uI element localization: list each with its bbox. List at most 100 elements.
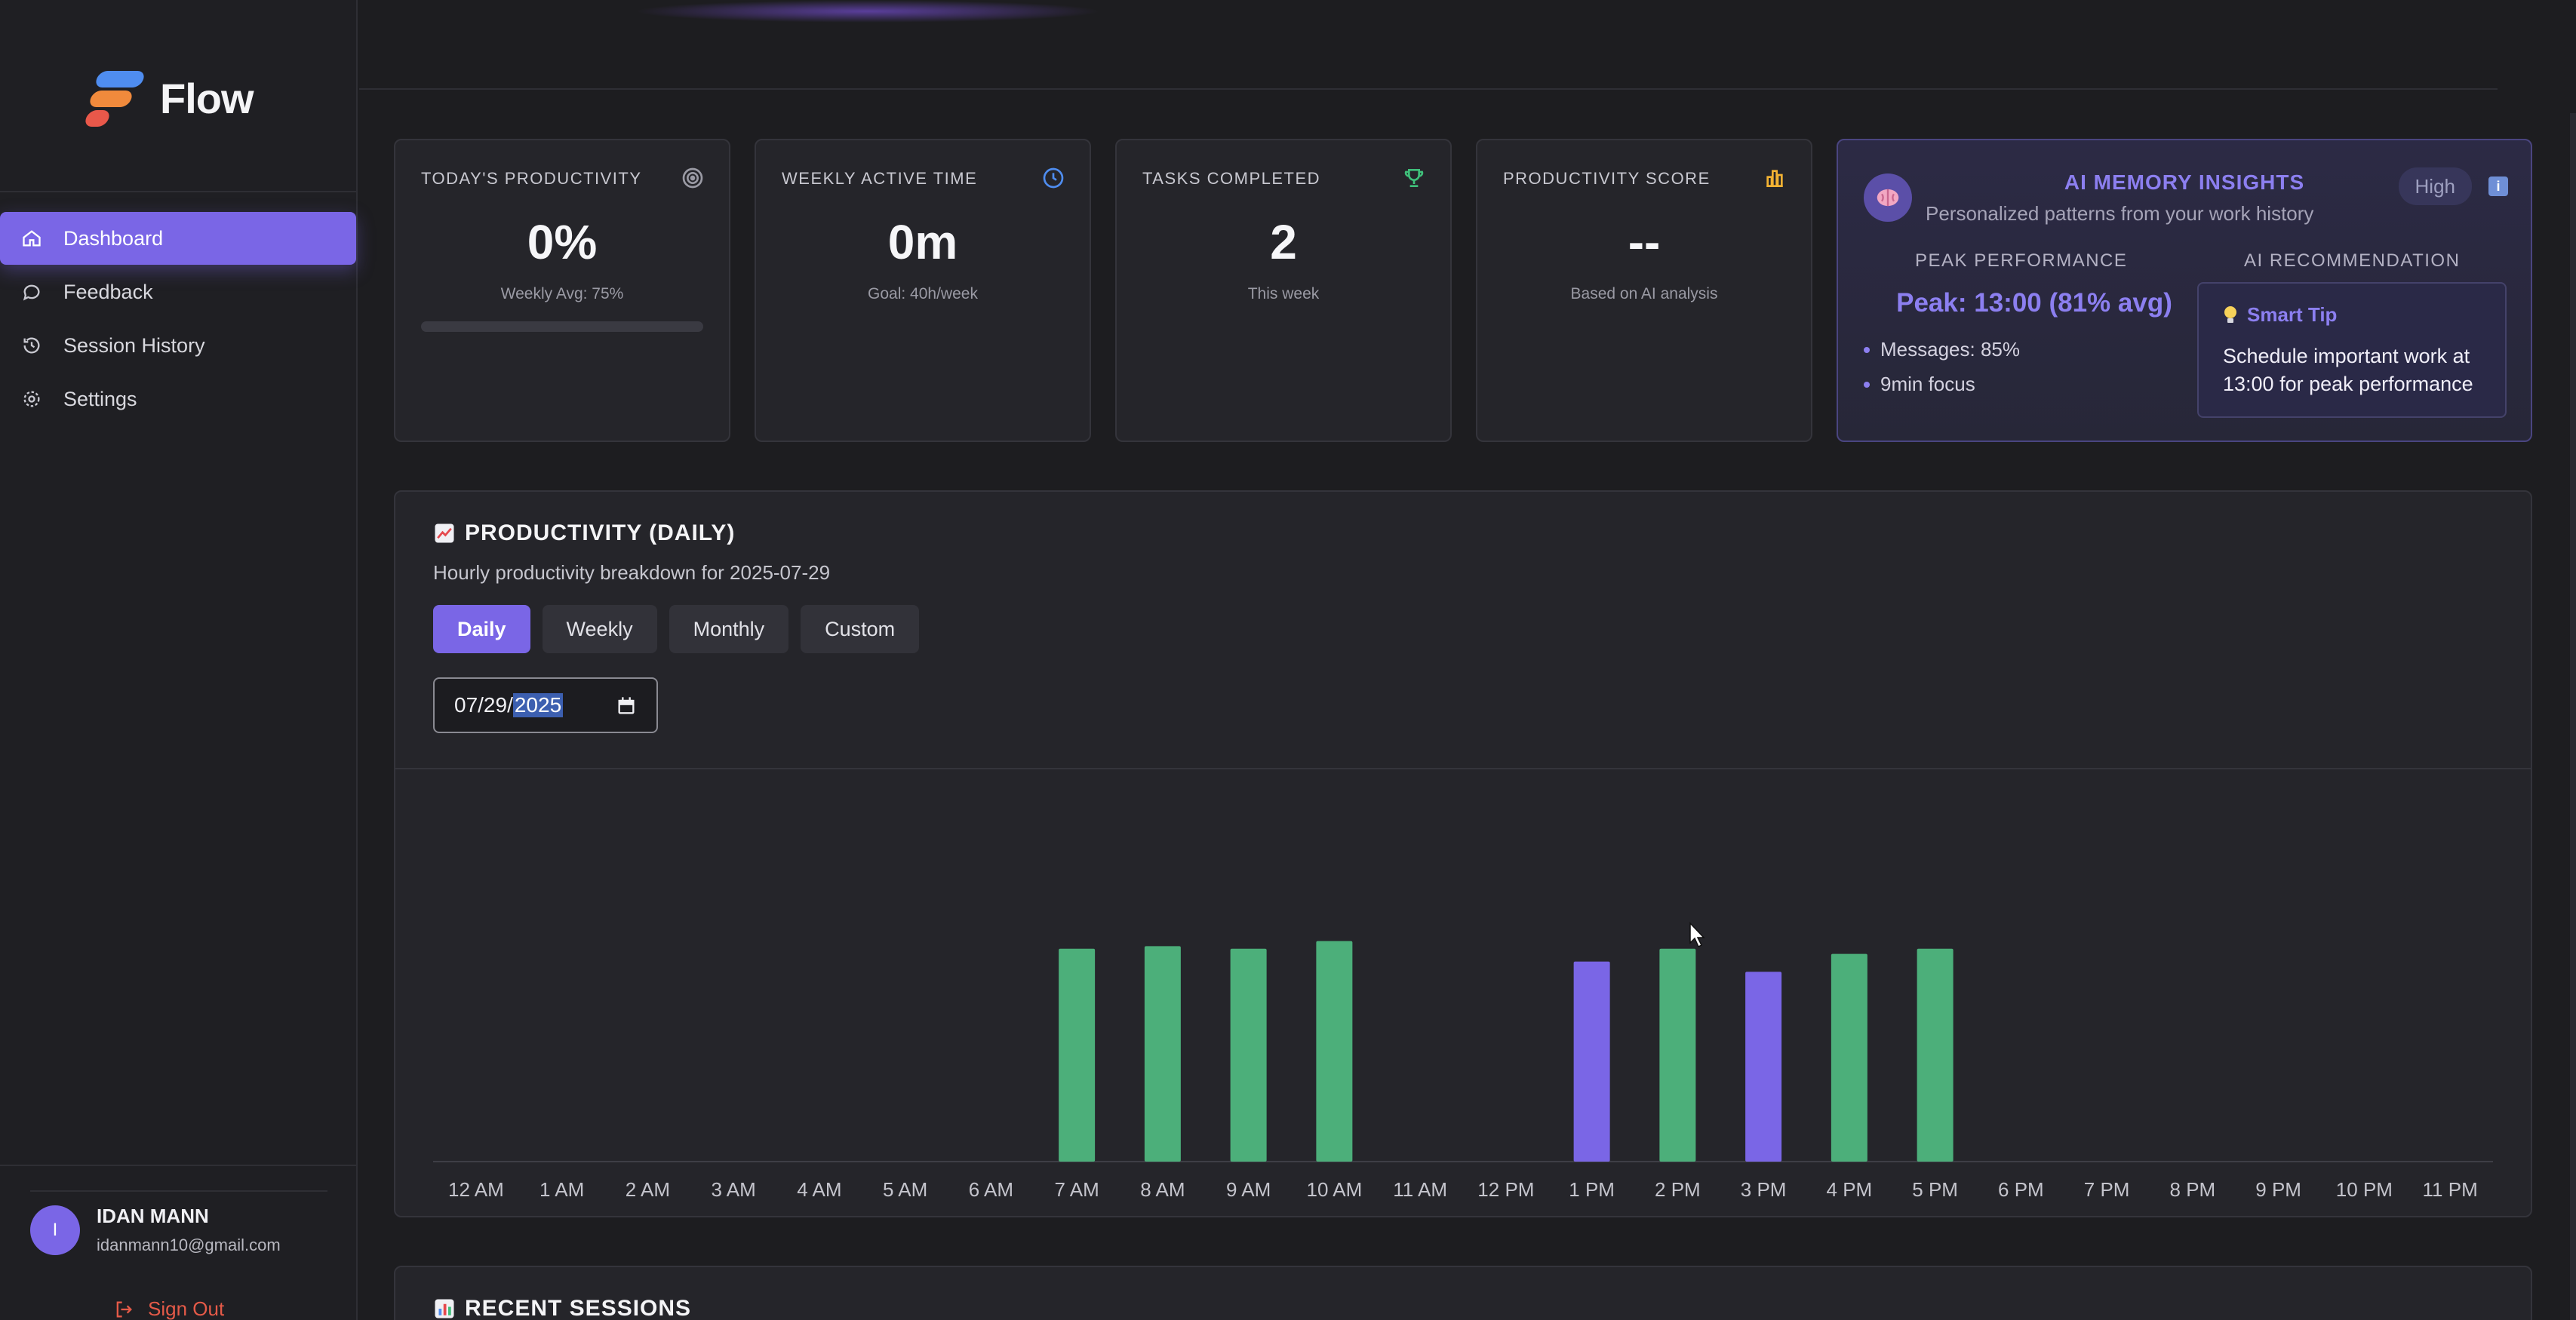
history-icon [23, 337, 40, 354]
trophy-icon [1404, 169, 1424, 187]
info-icon[interactable]: i [2488, 177, 2508, 196]
sidebar-item-dashboard[interactable]: Dashboard [0, 212, 356, 265]
productivity-panel: PRODUCTIVITY (DAILY) Hourly productivity… [394, 490, 2532, 1217]
sidebar-item-settings[interactable]: Settings [0, 373, 356, 425]
lightbulb-icon [2224, 305, 2236, 323]
smart-tip-title: Smart Tip [2221, 303, 2337, 327]
stat-subtext: Weekly Avg: 75% [500, 285, 624, 302]
chart-bar-2-pm[interactable] [1659, 948, 1696, 1162]
tab-daily[interactable]: Daily [433, 605, 530, 653]
user-divider [30, 1190, 327, 1192]
x-tick-label: 2 PM [1655, 1178, 1701, 1201]
x-tick-label: 10 AM [1307, 1178, 1363, 1201]
stat-label: TODAY'S PRODUCTIVITY [421, 169, 642, 188]
x-tick-label: 7 PM [2084, 1178, 2130, 1201]
x-tick-label: 6 PM [1998, 1178, 2044, 1201]
insight-bullet: 9min focus [1864, 373, 1975, 396]
target-icon [682, 167, 703, 189]
stat-value: 2 [1270, 215, 1297, 269]
stat-subtext: Goal: 40h/week [868, 285, 978, 302]
smart-tip-text: Schedule important work at 13:00 for pea… [2223, 345, 2473, 395]
ai-recommendation-heading: AI RECOMMENDATION [2244, 250, 2461, 271]
avatar: I [30, 1205, 80, 1255]
x-tick-label: 4 PM [1827, 1178, 1873, 1201]
insight-bullet: Messages: 85% [1864, 338, 2020, 361]
period-tabs: Daily Weekly Monthly Custom [433, 605, 920, 653]
sidebar: Flow Dashboard Feedback Session History … [0, 0, 358, 1320]
x-tick-label: 3 AM [712, 1178, 756, 1201]
stat-subtext: This week [1247, 285, 1320, 302]
sidebar-item-feedback[interactable]: Feedback [0, 266, 356, 318]
page-scrollbar[interactable] [2570, 113, 2576, 1320]
ai-insights-subtitle: Personalized patterns from your work his… [1926, 202, 2314, 225]
recent-sessions-title: RECENT SESSIONS [433, 1296, 691, 1320]
chart-bar-8-am[interactable] [1144, 946, 1181, 1162]
x-tick-label: 8 PM [2170, 1178, 2216, 1201]
tab-custom[interactable]: Custom [801, 605, 920, 653]
stat-subtext: Based on AI analysis [1570, 285, 1718, 302]
flow-logo-icon [83, 68, 148, 128]
sign-out-button[interactable]: Sign Out [113, 1297, 224, 1320]
date-input[interactable]: 07/29/2025 [433, 677, 658, 733]
productivity-subtitle: Hourly productivity breakdown for 2025-0… [433, 561, 831, 584]
x-tick-label: 4 AM [797, 1178, 841, 1201]
confidence-badge: High [2398, 167, 2472, 205]
x-tick-label: 6 AM [969, 1178, 1013, 1201]
x-tick-label: 5 PM [1912, 1178, 1958, 1201]
x-tick-label: 9 PM [2255, 1178, 2301, 1201]
productivity-progress-bar [421, 321, 703, 332]
peak-performance-value: Peak: 13:00 (81% avg) [1896, 288, 2172, 318]
stat-label: WEEKLY ACTIVE TIME [782, 169, 978, 188]
tab-weekly[interactable]: Weekly [542, 605, 657, 653]
user-profile[interactable]: I IDAN MANN idanmann10@gmail.com [30, 1205, 281, 1255]
stat-card-tasks-completed: TASKS COMPLETED 2 This week [1115, 139, 1452, 442]
header-divider [359, 88, 2498, 90]
peak-performance-heading: PEAK PERFORMANCE [1915, 250, 2128, 271]
chart-bar-9-am[interactable] [1230, 948, 1267, 1162]
recent-sessions-panel: RECENT SESSIONS [394, 1266, 2532, 1320]
header-glow [634, 0, 1102, 23]
smart-tip-box: Smart Tip Schedule important work at 13:… [2197, 282, 2507, 418]
chart-bar-3-pm[interactable] [1745, 972, 1782, 1162]
logo[interactable]: Flow [83, 68, 254, 128]
stat-value: 0m [887, 215, 958, 269]
productivity-bar-chart: 12 AM 1 AM 2 AM 3 AM 4 AM 5 AM 6 AM 7 AM 8 AM 9 A… [433, 941, 2493, 1201]
x-tick-label: 7 AM [1055, 1178, 1099, 1201]
sidebar-divider [0, 191, 356, 192]
chart-bar-7-am[interactable] [1059, 948, 1096, 1162]
x-tick-label: 3 PM [1741, 1178, 1787, 1201]
home-icon [23, 230, 41, 247]
chart-bar-5-pm[interactable] [1917, 948, 1954, 1162]
chat-bubble-icon [23, 284, 40, 301]
user-name: IDAN MANN [97, 1205, 209, 1227]
stat-value: -- [1628, 215, 1661, 269]
sidebar-item-label: Dashboard [63, 226, 164, 250]
x-tick-label: 11 PM [2423, 1178, 2478, 1201]
bar-chart-icon [435, 1299, 454, 1318]
ai-insights-title: AI MEMORY INSIGHTS [2064, 170, 2305, 194]
tab-monthly[interactable]: Monthly [669, 605, 789, 653]
logo-text: Flow [160, 74, 254, 122]
sidebar-nav: Dashboard Feedback Session History Setti… [0, 212, 356, 426]
date-year-selected: 2025 [512, 693, 564, 717]
sign-out-icon [116, 1301, 132, 1317]
x-tick-label: 11 AM [1393, 1178, 1447, 1201]
stat-label: TASKS COMPLETED [1142, 169, 1321, 188]
gear-icon [23, 391, 40, 407]
panel-divider [395, 768, 2531, 769]
bar-chart-icon [1766, 170, 1783, 187]
chart-bar-1-pm[interactable] [1573, 961, 1610, 1162]
sidebar-item-label: Session History [63, 333, 205, 357]
stat-label: PRODUCTIVITY SCORE [1503, 169, 1711, 188]
chart-bar-10-am[interactable] [1316, 941, 1353, 1162]
sidebar-item-label: Settings [63, 387, 137, 410]
mouse-cursor-icon [1689, 922, 1705, 948]
chart-bar-4-pm[interactable] [1831, 953, 1867, 1162]
user-email: idanmann10@gmail.com [97, 1236, 281, 1254]
x-tick-label: 8 AM [1140, 1178, 1185, 1201]
stat-card-weekly-active-time: WEEKLY ACTIVE TIME 0m Goal: 40h/week [755, 139, 1091, 442]
sidebar-item-session-history[interactable]: Session History [0, 319, 356, 372]
sidebar-divider [0, 1165, 356, 1166]
calendar-icon[interactable] [616, 695, 637, 717]
stat-card-todays-productivity: TODAY'S PRODUCTIVITY 0% Weekly Avg: 75% [394, 139, 730, 442]
